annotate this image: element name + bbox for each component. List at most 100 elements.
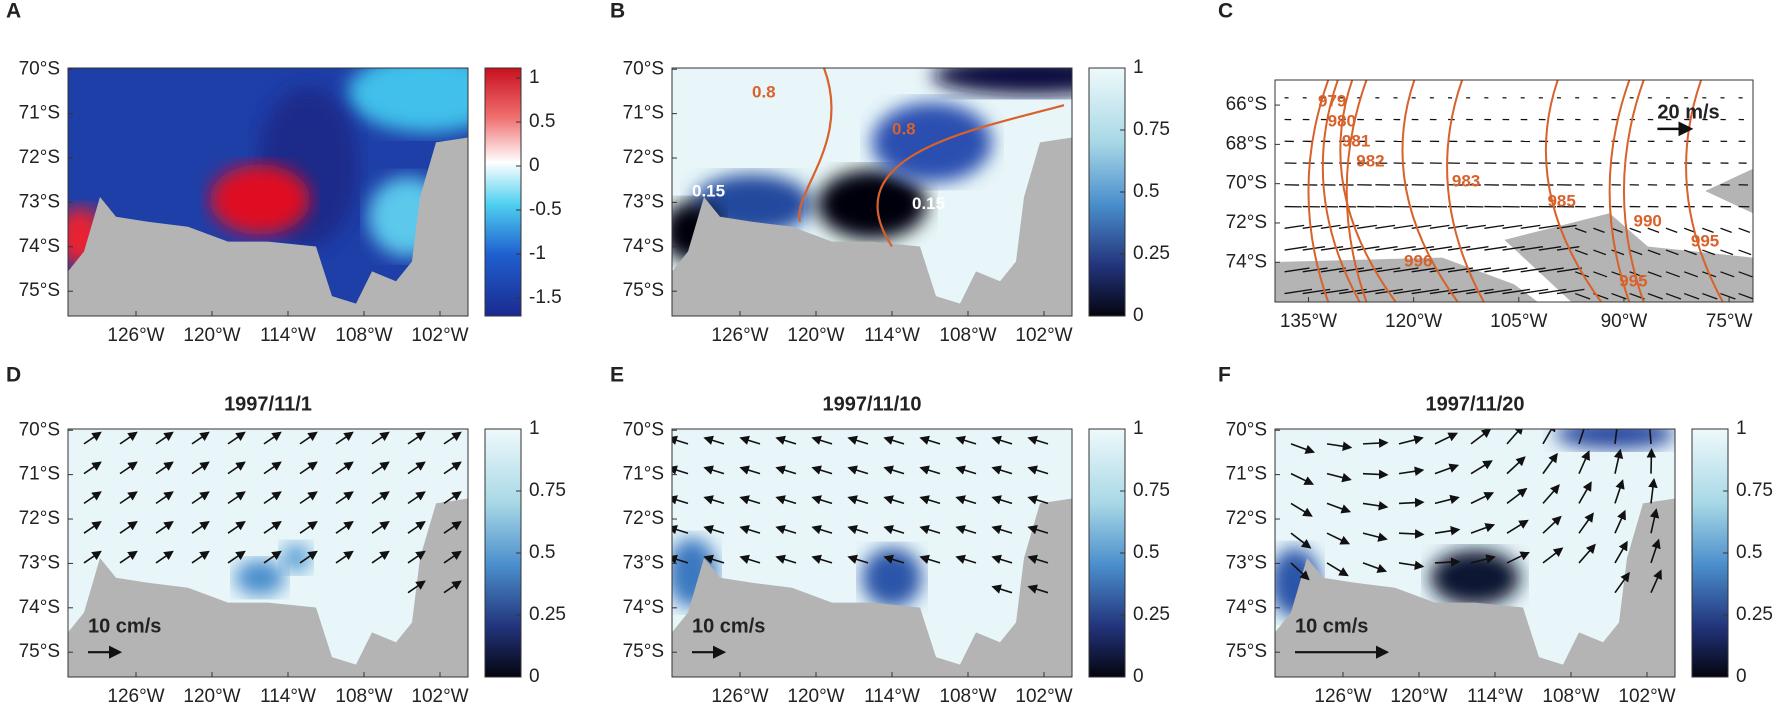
lat-label: 74°S xyxy=(623,236,664,257)
land xyxy=(1275,498,1675,677)
wind-arrow xyxy=(1429,267,1455,273)
lon-label: 102°W xyxy=(411,686,468,707)
wind-arrow xyxy=(1593,227,1605,233)
isobar xyxy=(1446,80,1486,302)
lon-label: 114°W xyxy=(864,686,920,707)
wind-arrow xyxy=(1665,292,1682,300)
wind-arrow xyxy=(1629,249,1643,256)
current-arrow xyxy=(299,431,318,445)
current-arrow xyxy=(991,584,1013,594)
wind-arrow xyxy=(1393,246,1416,251)
isobar xyxy=(1321,80,1361,302)
colorbar-label: -1 xyxy=(529,243,546,264)
current-arrow xyxy=(811,554,833,564)
current-arrow xyxy=(955,554,977,564)
wind-arrow xyxy=(1447,246,1471,251)
wind-arrow xyxy=(1411,288,1440,295)
current-arrow xyxy=(775,525,797,535)
current-arrow xyxy=(775,465,797,475)
lat-label: 71°S xyxy=(1226,464,1267,485)
colorbar-label: 0.75 xyxy=(1133,480,1170,501)
wind-arrow xyxy=(1411,224,1432,229)
colorbar-label: -1.5 xyxy=(529,287,562,308)
current-arrow xyxy=(991,495,1013,505)
lon-label: 108°W xyxy=(1542,686,1599,707)
current-arrow xyxy=(1506,456,1526,475)
lat-label: 75°S xyxy=(19,641,60,662)
field-patch xyxy=(817,169,927,240)
current-arrow xyxy=(443,461,462,475)
current-arrow xyxy=(847,465,869,475)
scale-label: 20 m/s xyxy=(1657,102,1719,124)
current-arrow xyxy=(1027,584,1049,594)
land xyxy=(672,137,1072,316)
current-arrow xyxy=(1027,554,1049,564)
current-arrow xyxy=(1398,529,1425,539)
colorbar-label: 0.5 xyxy=(529,542,555,563)
current-arrow xyxy=(263,550,282,564)
land xyxy=(672,498,1072,677)
wind-arrow xyxy=(1720,271,1735,278)
current-arrow xyxy=(155,550,174,564)
map: 10 cm/s xyxy=(68,429,468,677)
wind-arrow xyxy=(1302,224,1323,229)
current-arrow xyxy=(407,461,426,475)
current-arrow xyxy=(119,431,138,445)
current-arrow xyxy=(1027,495,1049,505)
wind-arrow xyxy=(1647,227,1660,233)
current-arrow xyxy=(1362,532,1388,542)
current-arrow xyxy=(191,550,210,564)
current-arrow xyxy=(1542,429,1556,445)
wind-arrow xyxy=(1357,224,1377,229)
wind-arrow xyxy=(1538,288,1567,295)
lon-label: 135°W xyxy=(1280,311,1337,332)
contour xyxy=(876,104,1065,248)
current-arrow xyxy=(443,520,462,534)
wind-arrow xyxy=(1429,246,1453,251)
current-arrow xyxy=(775,435,797,445)
lat-label: 74°S xyxy=(19,597,60,618)
current-arrow xyxy=(1578,543,1596,564)
current-arrow xyxy=(847,495,869,505)
current-arrow xyxy=(1578,512,1594,534)
current-arrow xyxy=(1470,460,1493,475)
current-arrow xyxy=(335,520,354,534)
wind-arrow xyxy=(1284,246,1307,251)
lon-label: 120°W xyxy=(787,325,844,346)
current-arrow xyxy=(227,461,246,475)
current-arrow xyxy=(1027,435,1049,445)
current-arrow xyxy=(919,435,941,445)
lon-label: 114°W xyxy=(1467,686,1523,707)
lat-label: 71°S xyxy=(623,464,664,485)
wind-arrow xyxy=(1375,246,1398,251)
current-arrow xyxy=(1434,494,1460,505)
lat-label: 73°S xyxy=(623,191,664,212)
current-arrow xyxy=(1613,448,1624,474)
current-arrow xyxy=(1398,497,1425,508)
current-arrow xyxy=(1470,429,1492,445)
lon-label: 105°W xyxy=(1490,311,1547,332)
current-arrow xyxy=(847,435,869,445)
contour-label: 0.8 xyxy=(752,82,776,101)
current-arrow xyxy=(775,554,797,564)
current-arrow xyxy=(443,491,462,505)
current-arrow xyxy=(407,520,426,534)
current-arrow xyxy=(1614,429,1618,444)
lat-label: 71°S xyxy=(19,103,60,124)
wind-arrow xyxy=(1720,227,1732,233)
isobar-label: 995 xyxy=(1691,232,1719,251)
current-arrow xyxy=(1362,469,1389,480)
isobar xyxy=(1307,80,1330,302)
map: 0.15 0.8 0.8 0.15 xyxy=(672,68,1072,316)
colorbar-label: 0 xyxy=(529,155,540,176)
current-arrow xyxy=(299,461,318,475)
wind-arrow xyxy=(1665,271,1680,278)
current-arrow xyxy=(227,491,246,505)
current-arrow xyxy=(847,525,869,535)
current-arrow xyxy=(1614,479,1625,504)
wind-arrow xyxy=(1393,267,1419,273)
wind-arrow xyxy=(1357,246,1380,251)
current-arrow xyxy=(1614,540,1628,564)
lat-label: 66°S xyxy=(1226,94,1267,115)
current-arrow xyxy=(371,520,390,534)
